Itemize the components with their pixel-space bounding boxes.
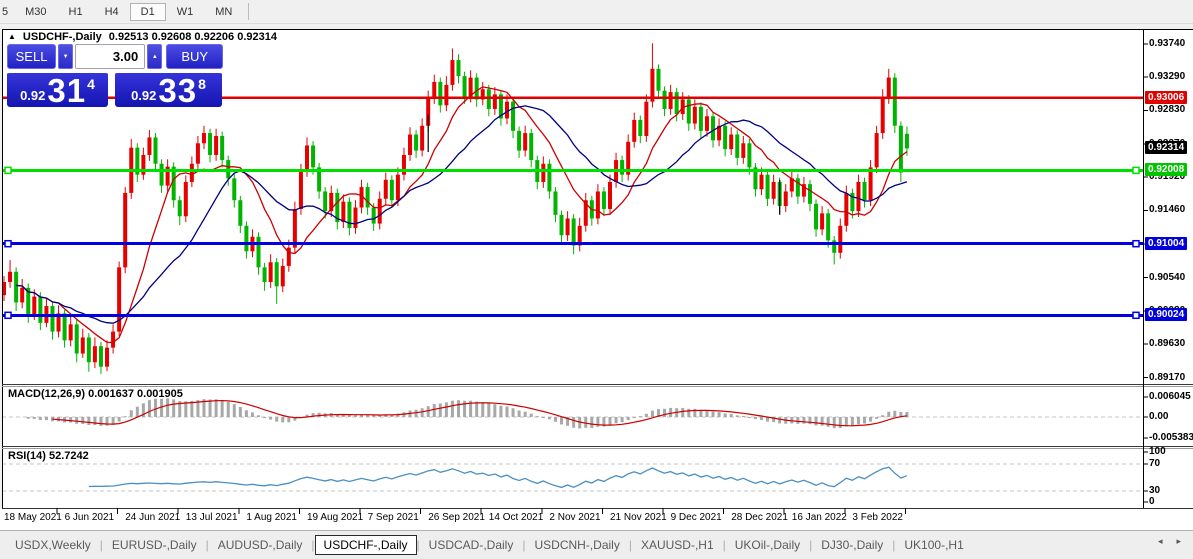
date-label: 26 Sep 2021 xyxy=(428,512,485,523)
tab-usdcnh-daily[interactable]: USDCNH-,Daily xyxy=(534,538,620,552)
date-label: 18 May 2021 xyxy=(4,512,62,523)
tab-usdcad-daily[interactable]: USDCAD-,Daily xyxy=(428,538,514,552)
chart-tab-bar: USDX,Weekly | EURUSD-,Daily | AUDUSD-,Daily |… xyxy=(0,530,1193,559)
date-label: 24 Jun 2021 xyxy=(125,512,181,523)
date-label: 2 Nov 2021 xyxy=(549,512,601,523)
rsi-tick-label: 100 xyxy=(1149,446,1166,457)
buy-price-sup: 8 xyxy=(198,76,206,92)
price-tick-label: 0.89170 xyxy=(1149,371,1186,383)
tab-xauusd-h1[interactable]: XAUUSD-,H1 xyxy=(640,538,714,552)
price-tick-label: 0.91460 xyxy=(1149,204,1186,216)
tab-usdchf-daily[interactable]: USDCHF-,Daily xyxy=(314,535,417,555)
volume-increase-button[interactable]: ▲ xyxy=(147,44,163,69)
macd-indicator-label: MACD(12,26,9) 0.001637 0.001905 xyxy=(8,388,183,400)
date-label: 13 Jul 2021 xyxy=(185,512,238,523)
collapse-indicator-icon[interactable]: ▲ xyxy=(8,31,16,41)
price-tick-label: 0.93290 xyxy=(1149,70,1186,82)
sell-price-tile[interactable]: 0.92 31 4 xyxy=(7,71,108,107)
tab-audusd-daily[interactable]: AUDUSD-,Daily xyxy=(217,538,303,552)
price-tick-label: 0.89630 xyxy=(1149,338,1186,350)
sell-price-sup: 4 xyxy=(87,76,95,92)
buy-button[interactable]: BUY xyxy=(166,44,223,69)
tab-scroll-arrows: ◂ ▸ xyxy=(1158,536,1181,547)
date-label: 19 Aug 2021 xyxy=(307,512,364,523)
tab-usdx-weekly[interactable]: USDX,Weekly xyxy=(15,538,91,552)
buy-price-big: 33 xyxy=(158,72,198,109)
chart-title: ▲ USDCHF-,Daily 0.92513 0.92608 0.92206 … xyxy=(8,31,277,43)
price-badge: 0.93006 xyxy=(1145,90,1188,104)
sell-price-small: 0.92 xyxy=(20,88,46,103)
sell-button[interactable]: SELL xyxy=(7,44,57,69)
timeframe-toolbar: 5 M30 H1 H4 D1 W1 MN xyxy=(0,0,1193,24)
timeframe-button-w1[interactable]: W1 xyxy=(176,5,194,18)
tab-separator: | xyxy=(892,538,896,552)
price-badge: 0.92008 xyxy=(1145,163,1188,177)
price-badge: 0.92314 xyxy=(1145,141,1188,155)
date-label: 14 Oct 2021 xyxy=(488,512,544,523)
tab-ukoil-daily[interactable]: UKOil-,Daily xyxy=(734,538,801,552)
chart-ohlc-values: 0.92513 0.92608 0.92206 0.92314 xyxy=(108,31,277,43)
timeframe-button-5[interactable]: 5 xyxy=(2,5,9,18)
tab-separator: | xyxy=(416,538,420,552)
date-label: 6 Jun 2021 xyxy=(64,512,115,523)
price-badge: 0.90024 xyxy=(1145,308,1188,322)
tab-separator: | xyxy=(311,538,315,552)
buy-price-tile[interactable]: 0.92 33 8 xyxy=(115,71,222,107)
volume-input[interactable] xyxy=(75,44,146,69)
date-label: 7 Sep 2021 xyxy=(367,512,419,523)
tab-dj30-daily[interactable]: DJ30-,Daily xyxy=(821,538,884,552)
timeframe-button-d1[interactable]: D1 xyxy=(129,2,166,21)
price-tick-label: 0.93740 xyxy=(1149,38,1186,49)
date-label: 1 Aug 2021 xyxy=(246,512,297,523)
price-tick-label: 0.92830 xyxy=(1149,104,1186,116)
tab-scroll-right-icon[interactable]: ▸ xyxy=(1176,536,1181,546)
date-label: 28 Dec 2021 xyxy=(731,512,788,523)
rsi-tick-label: 30 xyxy=(1149,485,1161,496)
tab-uk100-h1[interactable]: UK100-,H1 xyxy=(904,538,964,552)
price-tick-label: 0.91920 xyxy=(1149,170,1186,182)
date-label: 16 Jan 2022 xyxy=(791,512,847,523)
timeframe-button-h1[interactable]: H1 xyxy=(68,5,83,18)
tab-separator: | xyxy=(722,538,726,552)
tab-scroll-left-icon[interactable]: ◂ xyxy=(1157,536,1163,546)
timeframe-button-m30[interactable]: M30 xyxy=(25,5,47,18)
date-label: 21 Nov 2021 xyxy=(610,512,667,523)
date-label: 3 Feb 2022 xyxy=(852,512,903,523)
buy-price-small: 0.92 xyxy=(131,88,157,103)
price-badge: 0.91004 xyxy=(1145,236,1188,250)
tab-separator: | xyxy=(809,538,813,552)
date-label: 9 Dec 2021 xyxy=(670,512,722,523)
rsi-tick-label: 70 xyxy=(1149,458,1161,469)
tab-separator: | xyxy=(628,538,632,552)
tab-separator: | xyxy=(205,538,209,552)
timeframe-button-h4[interactable]: H4 xyxy=(104,5,119,18)
price-tick-label: 0.90540 xyxy=(1149,271,1186,283)
one-click-trading-panel: SELL ▼ ▲ BUY 0.92 31 4 0.92 33 8 xyxy=(7,44,223,107)
macd-tick-label: 0.00 xyxy=(1149,411,1169,422)
tab-separator: | xyxy=(522,538,526,552)
macd-tick-label: 0.006045 xyxy=(1149,391,1191,402)
chart-symbol-label: USDCHF-,Daily xyxy=(22,31,102,43)
sell-price-big: 31 xyxy=(47,72,87,109)
rsi-tick-label: 0 xyxy=(1149,496,1155,507)
toolbar-separator xyxy=(248,3,250,20)
tab-separator: | xyxy=(99,538,103,552)
macd-tick-label: -0.005383 xyxy=(1149,432,1193,443)
volume-decrease-button[interactable]: ▼ xyxy=(58,44,74,69)
timeframe-button-mn[interactable]: MN xyxy=(215,5,233,18)
tab-eurusd-daily[interactable]: EURUSD-,Daily xyxy=(111,538,197,552)
rsi-indicator-label: RSI(14) 52.7242 xyxy=(8,450,89,462)
